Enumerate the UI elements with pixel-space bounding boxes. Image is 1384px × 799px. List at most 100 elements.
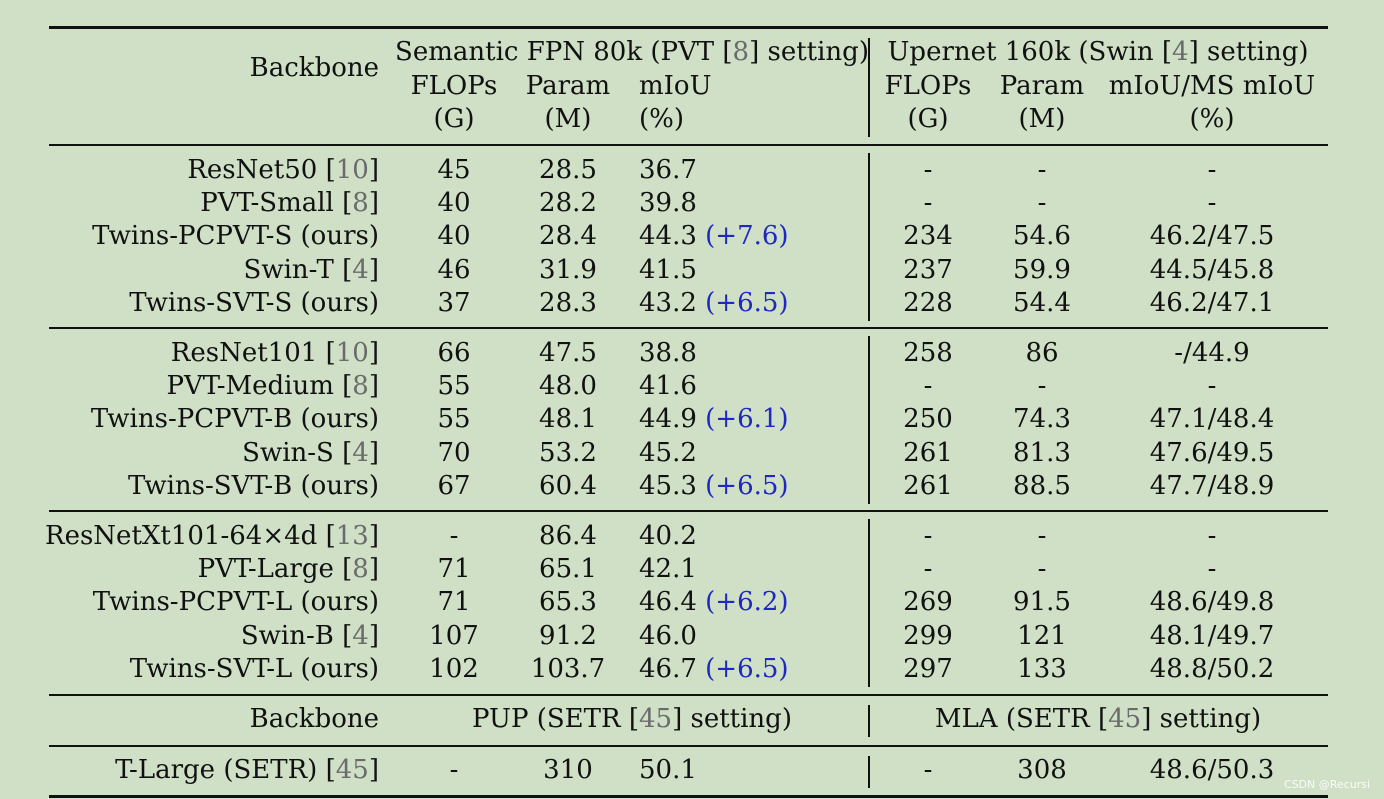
bottom-rule: [49, 795, 1328, 798]
citation-ref: 8: [352, 188, 369, 218]
group2-separator: [868, 336, 870, 504]
setr-row-u-flops: -: [923, 755, 933, 785]
fpn-flops-cell: 102: [429, 654, 479, 684]
upernet-flops-cell: 261: [903, 471, 953, 501]
upernet-param-cell: 81.3: [1013, 438, 1071, 468]
upernet-flops-cell: 269: [903, 587, 953, 617]
backbone-label: Swin-B: [240, 621, 334, 651]
upernet-param-cell: -: [1037, 188, 1047, 218]
group3-rule: [49, 694, 1328, 696]
fpn-param-cell: 48.1: [539, 404, 597, 434]
setr-row-separator: [868, 756, 870, 788]
upernet-flops-cell: 297: [903, 654, 953, 684]
group2-rule: [49, 510, 1328, 512]
upernet-param-cell: 88.5: [1013, 471, 1071, 501]
backbone-name: Twins-SVT-S (ours): [129, 288, 379, 318]
top-rule: [49, 26, 1328, 29]
setr-row-flops: -: [449, 755, 459, 785]
fpn-param-cell: 48.0: [539, 371, 597, 401]
fpn-param-cell: 28.4: [539, 221, 597, 251]
fpn-miou-cell: 39.8: [639, 188, 697, 218]
fpn-flops-cell: 55: [437, 404, 471, 434]
setr-row-u-param: 308: [1017, 755, 1067, 785]
setr-header-rule: [49, 745, 1328, 747]
upernet-miou-cell: 47.6/49.5: [1149, 438, 1275, 468]
backbone-label: PVT-Large: [197, 554, 334, 584]
upernet-miou-cell: 47.1/48.4: [1149, 404, 1275, 434]
backbone-name: Twins-SVT-L (ours): [130, 654, 379, 684]
upernet-miou-cell: 48.6/49.8: [1149, 587, 1275, 617]
fpn-flops-cell: 40: [437, 188, 471, 218]
citation-ref: 4: [352, 621, 369, 651]
miou-gain: (+6.1): [705, 404, 789, 434]
group1-separator: [868, 153, 870, 321]
fpn-flops-cell: 37: [437, 288, 471, 318]
upernet-param-cell: 133: [1017, 654, 1067, 684]
upernet-flops-cell: 228: [903, 288, 953, 318]
fpn-flops-cell: 40: [437, 221, 471, 251]
upernet-miou-cell: 46.2/47.1: [1149, 288, 1275, 318]
fpn-flops-cell: -: [449, 521, 459, 551]
miou-gain: (+7.6): [705, 221, 789, 251]
fpn-miou-cell: 40.2: [639, 521, 697, 551]
citation-ref: 13: [335, 521, 369, 551]
fpn-miou-cell: 41.5: [639, 255, 697, 285]
fpn-param-cell: 65.3: [539, 587, 597, 617]
group1-title: Semantic FPN 80k (PVT [8] setting): [395, 37, 869, 67]
header-rule: [49, 144, 1328, 146]
fpn-flops-cell: 70: [437, 438, 471, 468]
backbone-name: Twins-PCPVT-S (ours): [92, 221, 379, 251]
upernet-flops-cell: 299: [903, 621, 953, 651]
upernet-flops-cell: -: [923, 188, 933, 218]
upernet-param-cell: -: [1037, 554, 1047, 584]
upernet-flops-cell: 261: [903, 438, 953, 468]
fpn-miou-cell: 44.9 (+6.1): [639, 404, 789, 434]
upernet-miou-cell: 48.1/49.7: [1149, 621, 1275, 651]
fpn-param-cell: 28.5: [539, 155, 597, 185]
upernet-flops-cell: 234: [903, 221, 953, 251]
backbone-label: Twins-PCPVT-B (ours): [90, 404, 379, 434]
backbone-label: Twins-PCPVT-L (ours): [92, 587, 379, 617]
backbone-name: ResNetXt101-64×4d [13]: [45, 521, 379, 551]
setr-row-param: 310: [543, 755, 593, 785]
upernet-param-cell: 121: [1017, 621, 1067, 651]
upernet-miou-cell: -: [1207, 371, 1217, 401]
citation-ref: 10: [335, 155, 369, 185]
fpn-param-cell: 91.2: [539, 621, 597, 651]
upernet-param-cell: -: [1037, 521, 1047, 551]
upernet-param-cell: 74.3: [1013, 404, 1071, 434]
backbone-label: Swin-T: [243, 255, 334, 285]
backbone-label: PVT-Medium: [166, 371, 334, 401]
setr-header-separator: [868, 705, 870, 737]
fpn-param-cell: 28.3: [539, 288, 597, 318]
upernet-param-cell: -: [1037, 155, 1047, 185]
fpn-miou-cell: 36.7: [639, 155, 697, 185]
fpn-param-cell: 28.2: [539, 188, 597, 218]
g2-miou-header: mIoU/MS mIoU (%): [1108, 71, 1316, 134]
backbone-name: Twins-PCPVT-B (ours): [91, 404, 379, 434]
setr-row-name: T-Large (SETR) [45]: [115, 755, 379, 785]
fpn-flops-cell: 71: [437, 587, 471, 617]
miou-gain: (+6.5): [705, 471, 789, 501]
fpn-miou-cell: 43.2 (+6.5): [639, 288, 789, 318]
fpn-flops-cell: 107: [429, 621, 479, 651]
backbone-name: Swin-T [4]: [243, 255, 379, 285]
backbone-name: PVT-Medium [8]: [166, 371, 379, 401]
upernet-miou-cell: -: [1207, 188, 1217, 218]
setr-row-u-miou: 48.6/50.3: [1149, 755, 1275, 785]
upernet-flops-cell: 237: [903, 255, 953, 285]
fpn-flops-cell: 45: [437, 155, 471, 185]
backbone-label: Swin-S: [242, 438, 334, 468]
backbone-name: PVT-Large [8]: [197, 554, 379, 584]
watermark: CSDN @Recursi: [1283, 778, 1370, 791]
upernet-miou-cell: 44.5/45.8: [1149, 255, 1275, 285]
fpn-miou-cell: 45.2: [639, 438, 697, 468]
group3-separator: [868, 519, 870, 687]
fpn-miou-cell: 45.3 (+6.5): [639, 471, 789, 501]
upernet-flops-cell: -: [923, 371, 933, 401]
g2-flops-header: FLOPs (G): [884, 71, 972, 134]
upernet-miou-cell: 48.8/50.2: [1149, 654, 1275, 684]
fpn-flops-cell: 67: [437, 471, 471, 501]
upernet-flops-cell: -: [923, 155, 933, 185]
backbone-name: Twins-PCPVT-L (ours): [93, 587, 379, 617]
